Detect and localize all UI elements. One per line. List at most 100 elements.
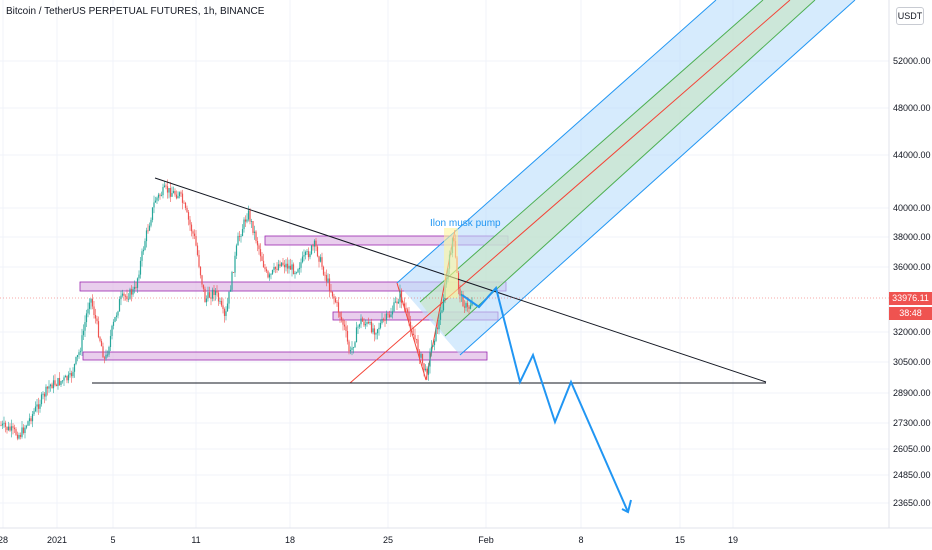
candle (225, 306, 227, 321)
candle (76, 354, 79, 362)
candle (255, 230, 257, 244)
candle (364, 319, 367, 330)
candle (64, 374, 67, 378)
candle (28, 413, 31, 426)
candle (180, 190, 182, 198)
candle (325, 269, 328, 287)
candle (73, 363, 76, 378)
candle (102, 342, 104, 358)
candle (264, 264, 266, 272)
candle (115, 312, 118, 321)
candle (259, 243, 262, 262)
candle (42, 391, 44, 400)
candle (429, 348, 431, 374)
candle (96, 315, 98, 325)
candle (405, 302, 407, 312)
time-tick-label: 25 (383, 535, 393, 545)
candle (88, 298, 91, 315)
candle (465, 301, 467, 312)
candle (439, 306, 442, 326)
candle (121, 289, 124, 298)
candle (6, 426, 8, 434)
candle (457, 271, 460, 295)
candle (396, 298, 398, 311)
candle (109, 329, 112, 351)
candle (265, 266, 268, 273)
candle (217, 290, 220, 306)
candle (238, 230, 241, 242)
candle (421, 353, 424, 366)
candle (204, 286, 206, 303)
time-tick-label: 2021 (47, 535, 67, 545)
candle (148, 222, 151, 232)
time-axis[interactable]: 28 2021 5 11 18 25 Feb 8 15 19 (0, 535, 738, 545)
candle (70, 370, 73, 383)
candle (160, 191, 163, 197)
candle (399, 284, 401, 308)
candle (235, 243, 238, 260)
candle (156, 196, 158, 205)
candle (135, 281, 137, 290)
candle (34, 401, 37, 413)
candle (90, 298, 92, 310)
candle (24, 424, 26, 439)
candle (81, 328, 83, 356)
candle (432, 344, 434, 347)
candle (274, 266, 277, 274)
price-tick-label: 38000.00 (893, 232, 931, 242)
candle (367, 317, 370, 325)
candle (324, 271, 326, 281)
candle (49, 383, 52, 392)
candle (97, 316, 100, 339)
candle (366, 320, 368, 327)
descending-trendline[interactable] (154, 177, 767, 383)
candle (174, 188, 176, 197)
candle (100, 338, 103, 347)
currency-button[interactable]: USDT (896, 7, 924, 25)
candle (216, 285, 218, 297)
candle (277, 259, 280, 271)
candle (186, 205, 188, 213)
candle (214, 287, 217, 301)
time-tick-label: 19 (728, 535, 738, 545)
time-tick-label: 28 (0, 535, 8, 545)
candle (400, 288, 403, 309)
candle (84, 315, 86, 337)
candle (352, 346, 355, 354)
candle (319, 254, 322, 263)
candle (52, 375, 55, 394)
price-axis[interactable]: 52000.00 48000.00 44000.00 40000.00 38000.00… (893, 56, 931, 508)
candle (112, 319, 115, 330)
candle (151, 207, 154, 223)
candle (22, 424, 25, 435)
candle (411, 325, 413, 336)
candle (43, 391, 46, 404)
candle (37, 397, 40, 415)
candle (313, 239, 316, 254)
candle (231, 270, 233, 292)
candle (348, 339, 350, 355)
price-tick-label: 27300.00 (893, 418, 931, 428)
candle (373, 325, 376, 342)
candle (79, 347, 82, 356)
candle (63, 375, 65, 387)
candle (132, 286, 134, 297)
candle (292, 262, 295, 275)
candle (271, 269, 274, 276)
projection-path[interactable] (461, 285, 629, 513)
candle (397, 298, 400, 304)
candle (241, 224, 244, 237)
candle (0, 421, 2, 427)
candle (351, 341, 353, 356)
candlestick-series (0, 179, 473, 441)
candle (463, 300, 466, 313)
candle (183, 200, 185, 204)
candle (69, 367, 71, 378)
candle (126, 289, 128, 302)
price-tick-label: 36000.00 (893, 262, 931, 272)
candle (358, 323, 361, 329)
candle (15, 427, 17, 436)
candle (147, 223, 149, 234)
candle (426, 366, 428, 380)
